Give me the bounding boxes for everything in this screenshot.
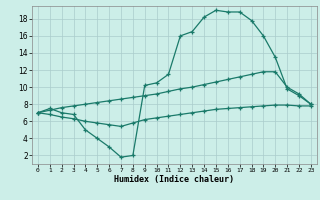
X-axis label: Humidex (Indice chaleur): Humidex (Indice chaleur)	[115, 175, 234, 184]
